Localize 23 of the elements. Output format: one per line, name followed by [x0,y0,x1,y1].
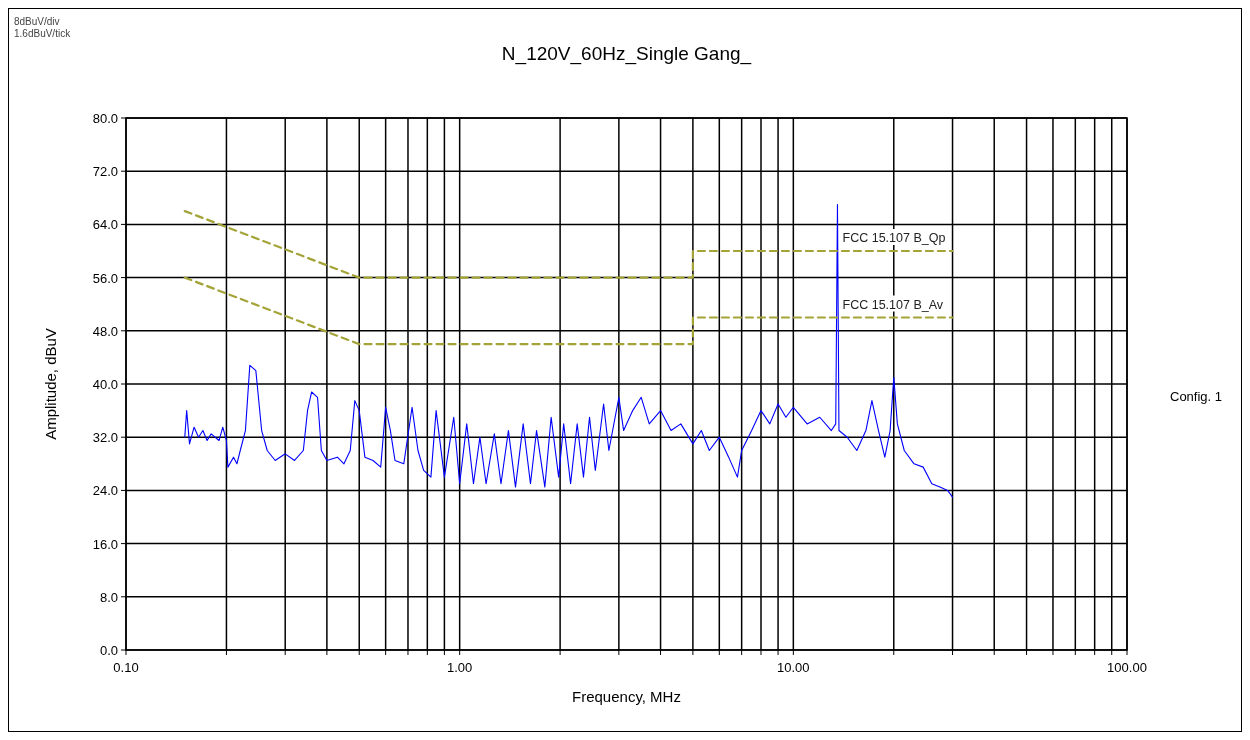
text: 8dBuV/div [14,16,60,27]
x-axis-title: Frequency, MHz [572,688,681,705]
y-tick-label: 40.0 [92,377,118,392]
y-tick-label: 16.0 [92,536,118,552]
chart-title: N_120V_60Hz_Single Gang_ [501,43,752,65]
y-tick-label: 32.0 [92,430,118,446]
x-tick-label: 100.00 [1107,660,1147,675]
y-tick-label: 0.0 [99,643,118,658]
x-tick-label: 0.10 [113,660,139,675]
y-tick-label: 80.0 [92,111,118,126]
y-axis-title: Amplitude, dBuV [42,328,59,440]
x-tick-label: 10.00 [777,660,810,675]
series-label: FCC 15.107 B_Av [842,297,944,312]
text: 1.6dBuV/tick [14,28,72,39]
y-tick-label: 8.0 [99,589,118,605]
y-tick-label: 48.0 [92,323,118,339]
text: Config. 1 [1170,389,1223,404]
y-tick-label: 64.0 [92,217,118,233]
y-tick-label: 56.0 [92,270,118,286]
y-tick-label: 24.0 [92,483,118,499]
y-tick-label: 72.0 [92,164,118,180]
x-tick-label: 1.00 [447,660,473,675]
series-label: FCC 15.107 B_Qp [842,231,946,245]
